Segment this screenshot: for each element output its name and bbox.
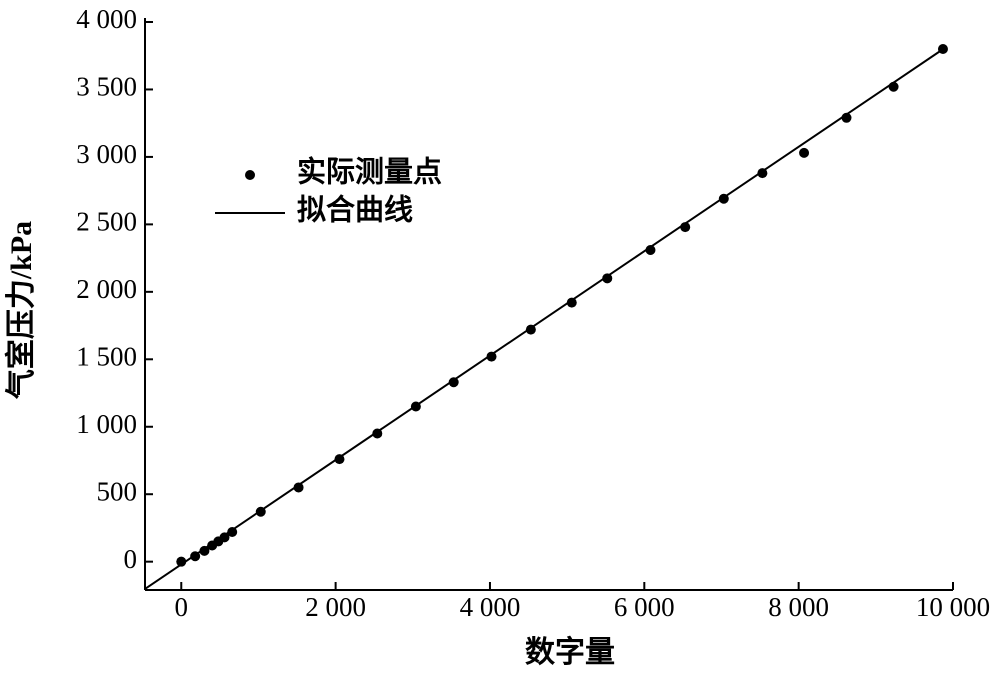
legend-marker xyxy=(245,170,255,180)
data-point xyxy=(199,545,210,556)
x-tick-label: 8 000 xyxy=(768,592,829,622)
x-tick-label: 4 000 xyxy=(460,592,521,622)
legend-label: 实际测量点 xyxy=(297,155,442,189)
y-tick-label: 4 000 xyxy=(76,4,137,34)
data-point xyxy=(799,147,810,158)
y-tick-label: 3 000 xyxy=(76,139,137,169)
data-point xyxy=(219,532,230,543)
legend-label: 拟合曲线 xyxy=(297,194,413,227)
y-tick-label: 1 500 xyxy=(76,341,137,371)
data-point xyxy=(566,297,577,308)
data-point xyxy=(293,482,304,493)
y-axis-label: 气室压力/kPa xyxy=(4,221,38,399)
x-tick-label: 10 000 xyxy=(916,592,990,622)
data-point xyxy=(645,245,656,256)
fit-line xyxy=(144,46,946,590)
data-point xyxy=(602,273,613,284)
y-tick-label: 500 xyxy=(97,476,138,506)
y-tick-label: 1 000 xyxy=(76,409,137,439)
y-tick-label: 2 500 xyxy=(76,207,137,237)
x-axis-label: 数字量 xyxy=(525,635,615,669)
y-tick-label: 2 000 xyxy=(76,274,137,304)
x-tick-label: 6 000 xyxy=(614,592,675,622)
x-tick-label: 0 xyxy=(175,592,189,622)
x-tick-label: 2 000 xyxy=(305,592,366,622)
y-tick-label: 3 500 xyxy=(76,72,137,102)
data-point xyxy=(448,377,459,388)
y-tick-label: 0 xyxy=(124,544,138,574)
data-point xyxy=(486,351,497,362)
data-point xyxy=(227,526,238,537)
data-point xyxy=(176,556,187,567)
